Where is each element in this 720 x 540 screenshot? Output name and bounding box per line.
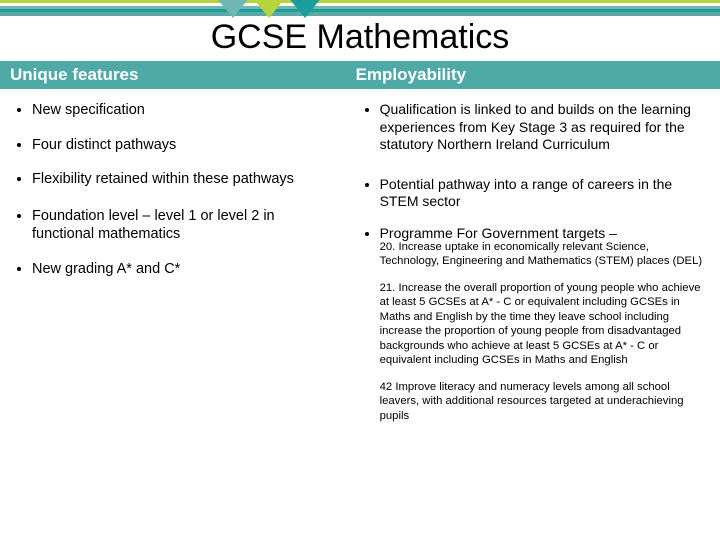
- list-item: Foundation level – level 1 or level 2 in…: [32, 207, 330, 244]
- note-42: 42 Improve literacy and numeracy levels …: [356, 380, 704, 423]
- table-body-row: New specification Four distinct pathways…: [0, 90, 720, 435]
- header-stripes: [0, 0, 720, 12]
- chevron-icon: [251, 0, 287, 24]
- content-table: Unique features Employability New specif…: [0, 59, 720, 435]
- note-20: 20. Increase uptake in economically rele…: [356, 240, 704, 269]
- header-band: [0, 12, 720, 16]
- right-column: Qualification is linked to and builds on…: [346, 90, 720, 435]
- chevron-icon: [287, 0, 323, 24]
- note-number: 21.: [380, 282, 399, 294]
- note-text: Improve literacy and numeracy levels amo…: [380, 381, 684, 422]
- features-list: New specification Four distinct pathways…: [10, 101, 330, 278]
- note-text: Increase uptake in economically relevant…: [380, 241, 703, 267]
- chevron-icon: [215, 0, 251, 24]
- list-item: Flexibility retained within these pathwa…: [32, 170, 330, 189]
- note-number: 20.: [380, 241, 399, 253]
- list-item: New specification: [32, 101, 330, 120]
- left-column: New specification Four distinct pathways…: [0, 90, 346, 435]
- col-header-right: Employability: [346, 60, 720, 90]
- employability-list: Qualification is linked to and builds on…: [356, 101, 704, 242]
- table-header-row: Unique features Employability: [0, 60, 720, 90]
- note-number: 42: [380, 381, 396, 393]
- slide: GCSE Mathematics Unique features Employa…: [0, 0, 720, 540]
- note-21: 21. Increase the overall proportion of y…: [356, 281, 704, 368]
- col-header-left: Unique features: [0, 60, 346, 90]
- list-item: New grading A* and C*: [32, 260, 330, 279]
- header-chevrons: [215, 0, 323, 24]
- list-item: Qualification is linked to and builds on…: [380, 101, 704, 154]
- page-title: GCSE Mathematics: [0, 18, 720, 57]
- note-text: Increase the overall proportion of young…: [380, 282, 701, 366]
- list-item: Potential pathway into a range of career…: [380, 176, 704, 211]
- list-item: Four distinct pathways: [32, 136, 330, 155]
